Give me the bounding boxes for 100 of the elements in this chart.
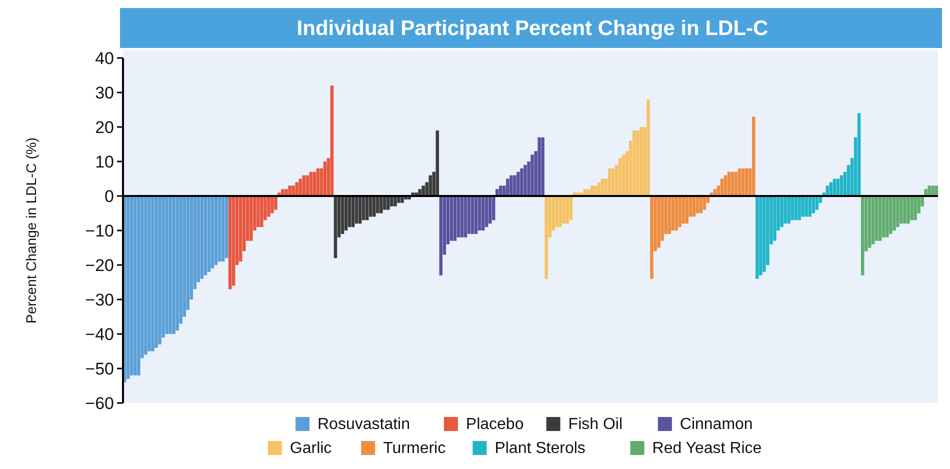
bar: [309, 172, 312, 196]
bar: [330, 86, 334, 196]
bar: [632, 130, 636, 196]
bar: [513, 175, 516, 196]
bar: [506, 178, 510, 196]
bar: [334, 196, 338, 258]
bar: [882, 196, 886, 238]
bar: [780, 196, 784, 228]
legend-label: Cinnamon: [680, 416, 753, 433]
bar: [524, 164, 527, 196]
bar: [516, 172, 520, 196]
bar: [172, 196, 176, 334]
bar: [200, 196, 204, 279]
bar: [397, 196, 400, 203]
bar: [674, 196, 678, 230]
bar: [520, 168, 524, 196]
bar: [860, 196, 864, 276]
bar: [872, 196, 875, 244]
bar: [752, 116, 756, 196]
bar: [204, 196, 208, 276]
bar: [130, 196, 134, 376]
bar: [137, 196, 140, 376]
bar: [390, 196, 394, 206]
legend-label: Fish Oil: [568, 416, 623, 433]
bar: [126, 196, 130, 379]
y-axis-title: Percent Change in LDL-C (%): [23, 138, 39, 324]
bar: [383, 196, 386, 210]
bar: [910, 196, 914, 220]
bar: [228, 196, 232, 290]
bar: [151, 196, 154, 352]
bar: [784, 196, 787, 224]
bar: [348, 196, 352, 228]
bar: [134, 196, 137, 376]
y-tick-label: 30: [95, 83, 114, 102]
y-tick-label: 0: [104, 186, 114, 206]
bar: [165, 196, 168, 334]
bar: [481, 196, 485, 230]
bar: [678, 196, 682, 228]
bar: [773, 196, 776, 241]
bar: [892, 196, 896, 230]
bar: [896, 196, 900, 228]
bar: [386, 196, 390, 210]
bar: [759, 196, 762, 276]
bar: [176, 196, 179, 331]
bar: [640, 127, 643, 196]
bar: [292, 186, 295, 196]
y-tick-label: 20: [95, 118, 114, 137]
bar: [221, 196, 225, 262]
bar: [238, 196, 242, 262]
y-tick-label: −10: [85, 221, 114, 240]
bar: [207, 196, 211, 272]
bar: [903, 196, 906, 224]
bar: [270, 196, 274, 214]
bar: [541, 137, 544, 196]
bar: [558, 196, 562, 228]
bar: [302, 175, 306, 196]
bar: [148, 196, 151, 352]
bar: [168, 196, 172, 334]
bar: [555, 196, 558, 228]
bar: [400, 196, 404, 203]
bar: [288, 186, 292, 196]
bar: [878, 196, 882, 241]
bar: [636, 130, 640, 196]
bar: [306, 175, 309, 196]
bar: [210, 196, 214, 268]
bar: [456, 196, 460, 238]
bar: [762, 196, 766, 272]
bar: [144, 196, 148, 355]
bar: [467, 196, 471, 234]
bar: [453, 196, 457, 241]
bar: [671, 196, 674, 230]
bar: [250, 196, 253, 241]
bar: [857, 113, 861, 196]
bar: [682, 196, 685, 224]
bar: [274, 196, 278, 210]
bar: [928, 186, 931, 196]
bar: [804, 196, 808, 217]
legend-label: Garlic: [290, 440, 332, 457]
bar: [530, 154, 534, 196]
bar: [298, 178, 302, 196]
bar: [376, 196, 380, 214]
chart-title: Individual Participant Percent Change in LDL-C: [296, 17, 768, 40]
bar: [889, 196, 892, 234]
y-tick-label: 40: [95, 48, 114, 68]
bar: [650, 196, 654, 279]
bar: [474, 196, 478, 234]
bar: [787, 196, 790, 224]
bar: [323, 162, 327, 196]
bar: [436, 130, 439, 196]
y-tick-label: −20: [85, 256, 114, 275]
bar: [875, 196, 878, 241]
legend-label: Plant Sterols: [494, 440, 586, 457]
legend-label: Rosuvastatin: [318, 416, 410, 433]
bar: [478, 196, 482, 230]
y-tick-label: −40: [85, 324, 114, 344]
bar: [460, 196, 464, 238]
bar: [668, 196, 671, 234]
legend-label: Placebo: [466, 416, 524, 433]
bar: [756, 196, 759, 279]
legend-label: Turmeric: [383, 440, 446, 457]
